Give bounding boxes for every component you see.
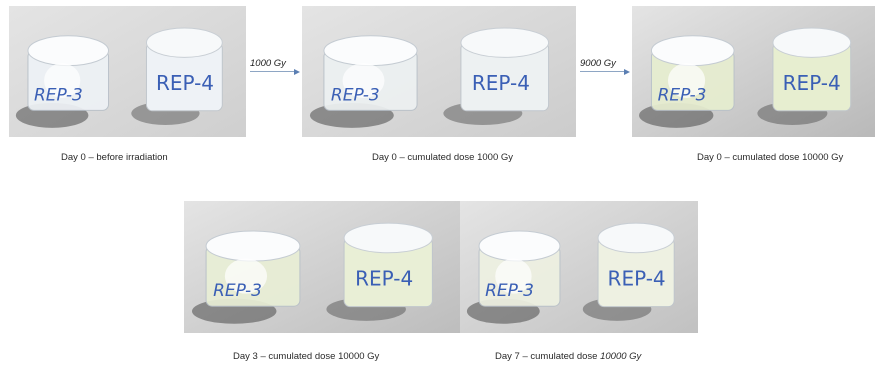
sample-label-left: REP-3 xyxy=(485,281,534,301)
dose-arrow-2: 9000 Gy xyxy=(580,58,630,75)
photo-illustration: REP-3 REP-4 xyxy=(302,6,576,137)
sample-label-right: REP-4 xyxy=(472,71,530,95)
caption-panel-3: Day 0 – cumulated dose 10000 Gy xyxy=(697,152,844,163)
caption-panel-2: Day 0 – cumulated dose 1000 Gy xyxy=(372,152,514,163)
sample-label-right: REP-4 xyxy=(608,266,666,290)
caption-panel-5: Day 7 – cumulated dose 10000 Gy xyxy=(495,351,641,363)
sample-label-left: REP-3 xyxy=(34,85,83,105)
sample-label-left: REP-3 xyxy=(213,281,262,301)
dose-arrow-2-label: 9000 Gy xyxy=(580,58,616,69)
photo-illustration: REP-3 REP-4 xyxy=(632,6,875,137)
photo-day3-10000gy: REP-3 REP-4 xyxy=(184,201,460,333)
photo-illustration: REP-3 REP-4 xyxy=(9,6,246,137)
caption-panel-5-dose: 10000 Gy xyxy=(600,351,642,362)
sample-label-left: REP-3 xyxy=(658,85,707,105)
sample-label-right: REP-4 xyxy=(783,71,841,95)
photo-day0-before: REP-3 REP-4 xyxy=(9,6,246,137)
sample-label-left: REP-3 xyxy=(331,85,380,105)
sample-label-right: REP-4 xyxy=(355,266,413,290)
caption-panel-4: Day 3 – cumulated dose 10000 Gy xyxy=(233,351,380,362)
photo-illustration: REP-3 REP-4 xyxy=(184,201,460,333)
caption-panel-5-prefix: Day 7 – cumulated dose xyxy=(495,351,601,362)
photo-day7-10000gy: REP-3 REP-4 xyxy=(460,201,698,333)
sample-label-right: REP-4 xyxy=(156,71,214,95)
photo-illustration: REP-3 REP-4 xyxy=(460,201,698,333)
dose-arrow-1-label: 1000 Gy xyxy=(250,58,286,69)
photo-day0-10000gy: REP-3 REP-4 xyxy=(632,6,875,137)
dose-arrow-1: 1000 Gy xyxy=(250,58,300,75)
photo-day0-1000gy: REP-3 REP-4 xyxy=(302,6,576,137)
caption-panel-1: Day 0 – before irradiation xyxy=(61,152,168,163)
